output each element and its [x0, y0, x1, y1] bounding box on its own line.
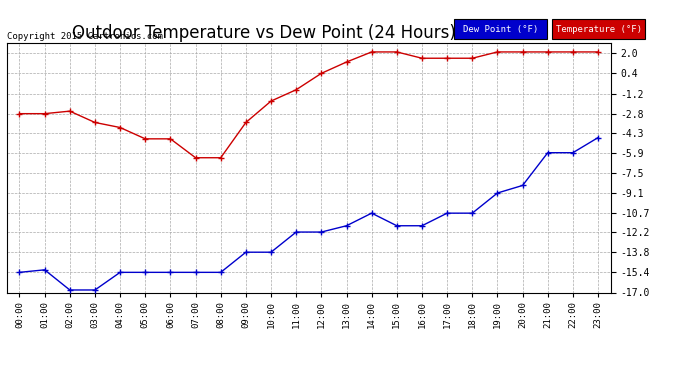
- Text: Temperature (°F): Temperature (°F): [555, 25, 642, 34]
- Title: Outdoor Temperature vs Dew Point (24 Hours) 20150105: Outdoor Temperature vs Dew Point (24 Hou…: [72, 24, 546, 42]
- Text: Dew Point (°F): Dew Point (°F): [463, 25, 538, 34]
- Text: Copyright 2015 Cartronics.com: Copyright 2015 Cartronics.com: [7, 32, 163, 40]
